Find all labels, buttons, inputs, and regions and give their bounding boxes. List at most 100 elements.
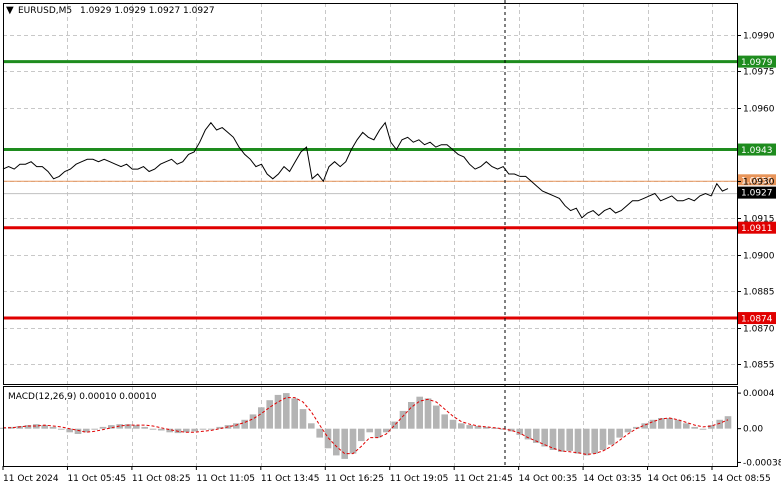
- macd-histogram-bar: [599, 428, 607, 450]
- macd-histogram-bar: [66, 428, 73, 433]
- macd-histogram-bar: [274, 394, 282, 429]
- macd-histogram-bar: [358, 428, 365, 442]
- macd-histogram-bar: [408, 402, 415, 429]
- macd-histogram-bar: [683, 423, 690, 429]
- macd-histogram-bar: [158, 428, 165, 431]
- macd-histogram-bar: [316, 428, 323, 438]
- macd-histogram-bar: [241, 419, 248, 429]
- macd-histogram-bar: [424, 398, 432, 429]
- macd-histogram-bar: [691, 426, 698, 429]
- macd-histogram-bar: [624, 428, 632, 433]
- macd-histogram-bar: [58, 428, 65, 430]
- macd-histogram-bar: [99, 426, 107, 429]
- macd-histogram-bar: [8, 426, 15, 429]
- macd-histogram-bar: [441, 414, 448, 429]
- macd-histogram-bar: [591, 428, 598, 454]
- macd-histogram-bar: [566, 428, 573, 451]
- macd-signal-line: [3, 397, 729, 455]
- macd-histogram-bar: [716, 419, 723, 429]
- panel-frames: [3, 3, 738, 467]
- resistance-level-label: 1.0979: [741, 58, 773, 68]
- macd-histogram-bar: [291, 398, 298, 429]
- macd-histogram-bar: [299, 409, 307, 429]
- support-level-tag: [738, 312, 776, 325]
- price-panel-frame: [3, 3, 738, 385]
- macd-histogram-bar: [141, 426, 148, 429]
- resistance-level-label: 1.0943: [741, 146, 773, 156]
- y-tick-label: 1.0915: [743, 215, 775, 225]
- macd-histogram-bar: [541, 428, 548, 447]
- resistance-level-tag: [738, 55, 776, 68]
- macd-histogram-bar: [266, 400, 273, 429]
- macd-histogram-bar: [324, 428, 332, 449]
- macd-histogram-bar: [133, 425, 140, 429]
- x-tick-label: 11 Oct 2024: [3, 474, 59, 484]
- macd-histogram-bar: [724, 416, 732, 429]
- bid-price-tag: [738, 174, 776, 186]
- macd-histogram-bar: [383, 428, 390, 433]
- dropdown-arrow-icon[interactable]: ▼: [6, 5, 14, 16]
- macd-histogram-bar: [458, 423, 465, 429]
- macd-histogram-bar: [674, 419, 682, 429]
- macd-histogram-bar: [308, 423, 315, 429]
- support-level-label: 1.0911: [741, 224, 773, 234]
- y-tick-label: 1.0885: [743, 288, 775, 298]
- grid: [3, 3, 737, 466]
- macd-histogram-bar: [41, 425, 48, 429]
- x-tick-label: 11 Oct 11:05: [196, 474, 255, 484]
- macd-tick-label: -0.00038: [743, 458, 781, 468]
- macd-histogram-bar: [91, 428, 98, 430]
- macd-axis: 0.0004 0.00 -0.00038: [737, 389, 781, 468]
- price-axis[interactable]: 1.0990 1.0975 1.0960 1.0930 1.0915 1.0900 1.08…: [737, 32, 775, 371]
- macd-histogram-bar: [433, 405, 440, 429]
- macd-histogram-bar: [474, 426, 482, 429]
- macd-histogram-bar: [49, 426, 57, 429]
- macd-histogram-bar: [124, 424, 132, 429]
- resistance-level-tag: [738, 143, 776, 156]
- macd-panel-frame: [3, 386, 738, 467]
- macd-histogram-bar: [608, 428, 615, 445]
- macd-histogram-bar: [341, 428, 348, 459]
- time-axis[interactable]: 11 Oct 2024 11 Oct 05:45 11 Oct 08:25 11 Oc…: [2, 466, 771, 484]
- macd-histogram-bar: [658, 418, 665, 429]
- macd-panel: [0, 393, 732, 459]
- macd-histogram-bar: [216, 426, 223, 429]
- macd-histogram-bar: [666, 418, 673, 429]
- price-line: [2, 121, 729, 219]
- y-tick-label: 1.0855: [743, 361, 775, 371]
- bid-price-label: 1.0930: [741, 176, 773, 186]
- price-series: [2, 121, 729, 219]
- macd-histogram-bar: [708, 425, 715, 429]
- macd-histogram-bar: [183, 428, 190, 433]
- macd-histogram-bar: [574, 428, 582, 454]
- macd-histogram-bar: [24, 425, 32, 429]
- macd-histogram-bar: [483, 426, 490, 429]
- y-tick-label: 1.0975: [743, 68, 775, 78]
- symbol-label: EURUSD,M5: [18, 6, 72, 16]
- y-tick-label: 1.0900: [743, 252, 775, 262]
- macd-histogram-bar: [208, 428, 215, 430]
- macd-histogram-bar: [649, 419, 657, 429]
- macd-histogram-bar: [416, 396, 423, 429]
- x-tick-label: 11 Oct 08:25: [132, 474, 191, 484]
- macd-histogram-bar: [166, 428, 173, 433]
- macd-histogram-bar: [616, 428, 623, 438]
- x-tick-label: 11 Oct 05:45: [67, 474, 126, 484]
- y-tick-label: 1.0930: [743, 178, 775, 188]
- macd-histogram-bar: [699, 428, 707, 430]
- y-tick-label: 1.0870: [743, 325, 775, 335]
- x-tick-label: 11 Oct 13:45: [261, 474, 320, 484]
- last-price-tag: [738, 186, 776, 199]
- macd-histogram-bar: [583, 428, 590, 456]
- ohlc-values: 1.0929 1.0929 1.0927 1.0927: [80, 6, 215, 16]
- macd-histogram-bar: [549, 428, 557, 450]
- support-level-label: 1.0874: [741, 315, 773, 325]
- macd-histogram-bar: [333, 428, 340, 456]
- x-tick-label: 14 Oct 00:35: [519, 474, 578, 484]
- macd-histogram-bar: [108, 425, 115, 429]
- macd-histogram-bar: [149, 428, 157, 430]
- macd-histogram-bar: [233, 423, 240, 429]
- macd-histogram-bar: [366, 428, 373, 433]
